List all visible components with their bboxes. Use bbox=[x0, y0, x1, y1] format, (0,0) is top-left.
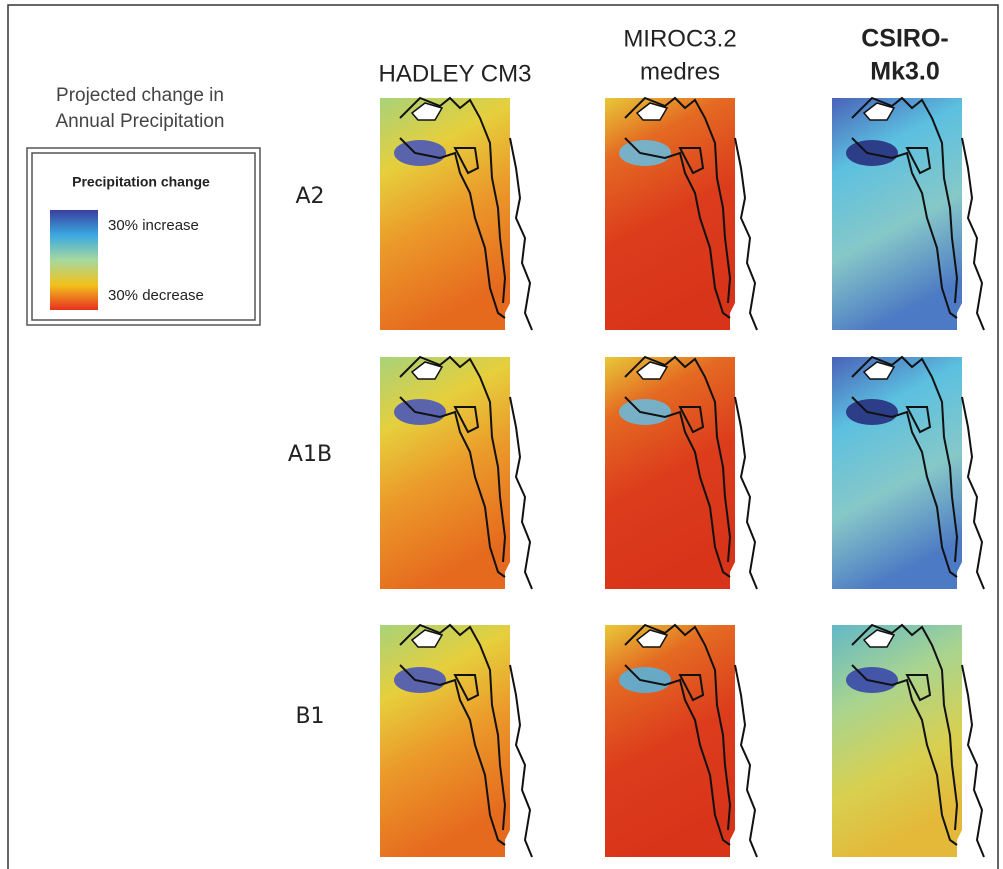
map-outline bbox=[399, 96, 507, 304]
map-raster bbox=[380, 98, 510, 330]
column-header: medres bbox=[640, 58, 720, 85]
map-outline bbox=[624, 396, 731, 578]
map-outline bbox=[624, 137, 731, 319]
map-outline bbox=[509, 396, 533, 590]
map-outline bbox=[851, 355, 959, 563]
map-raster bbox=[832, 98, 962, 330]
map-outline bbox=[453, 147, 480, 175]
map-raster bbox=[380, 357, 510, 589]
map-raster bbox=[832, 357, 962, 589]
map-outline bbox=[851, 396, 958, 578]
map-outline bbox=[399, 137, 506, 319]
frame bbox=[7, 4, 999, 869]
map-outline bbox=[453, 406, 480, 434]
map-outline bbox=[905, 406, 932, 434]
map-outline bbox=[851, 96, 959, 304]
map-outline bbox=[399, 623, 507, 831]
map-lake bbox=[862, 361, 896, 380]
column-header: CSIRO- bbox=[861, 25, 949, 53]
legend-colorbar bbox=[50, 210, 98, 310]
row-label: A2 bbox=[295, 184, 324, 209]
map bbox=[832, 623, 985, 858]
map bbox=[380, 355, 533, 590]
map bbox=[605, 96, 758, 331]
map-outline bbox=[399, 396, 506, 578]
map-outline bbox=[678, 147, 705, 175]
map-raster bbox=[605, 98, 735, 330]
map-outline bbox=[509, 137, 533, 331]
map-outline bbox=[734, 396, 758, 590]
legend-box-inner bbox=[31, 152, 256, 321]
map-outline bbox=[851, 137, 958, 319]
legend-title: Precipitation change bbox=[72, 174, 210, 190]
map-outline bbox=[961, 396, 985, 590]
row-label: A1B bbox=[288, 442, 332, 467]
map bbox=[832, 355, 985, 590]
map-outline bbox=[678, 674, 705, 702]
map-outline bbox=[734, 137, 758, 331]
map-lake bbox=[410, 629, 444, 648]
map-outline bbox=[399, 664, 506, 846]
map bbox=[832, 96, 985, 331]
map-lake bbox=[635, 361, 669, 380]
map bbox=[380, 623, 533, 858]
map-lake bbox=[862, 102, 896, 121]
map bbox=[605, 623, 758, 858]
map-raster bbox=[380, 625, 510, 857]
map-outline bbox=[624, 623, 732, 831]
legend-label: 30% increase bbox=[108, 217, 199, 234]
map-lake bbox=[862, 629, 896, 648]
map-outline bbox=[453, 674, 480, 702]
row-label: B1 bbox=[295, 704, 324, 729]
map-raster bbox=[605, 625, 735, 857]
map-outline bbox=[905, 147, 932, 175]
map-outline bbox=[851, 623, 959, 831]
map-outline bbox=[961, 137, 985, 331]
panel-title: Projected change in bbox=[56, 85, 224, 106]
map-outline bbox=[509, 664, 533, 858]
map-lake bbox=[410, 102, 444, 121]
map-lake bbox=[635, 629, 669, 648]
map-raster bbox=[605, 357, 735, 589]
map-lake bbox=[410, 361, 444, 380]
map-outline bbox=[624, 355, 732, 563]
map-outline bbox=[851, 664, 958, 846]
column-header: HADLEY CM3 bbox=[379, 60, 532, 87]
map-outline bbox=[734, 664, 758, 858]
map-outline bbox=[678, 406, 705, 434]
map-outline bbox=[624, 664, 731, 846]
map-lake bbox=[635, 102, 669, 121]
panel-title: Annual Precipitation bbox=[56, 111, 225, 132]
column-header: MIROC3.2 bbox=[623, 25, 736, 52]
map-raster bbox=[832, 625, 962, 857]
map-outline bbox=[905, 674, 932, 702]
map bbox=[605, 355, 758, 590]
map-outline bbox=[399, 355, 507, 563]
column-header: Mk3.0 bbox=[870, 58, 939, 86]
legend-label: 30% decrease bbox=[108, 287, 204, 304]
map bbox=[380, 96, 533, 331]
map-outline bbox=[961, 664, 985, 858]
map-outline bbox=[624, 96, 732, 304]
